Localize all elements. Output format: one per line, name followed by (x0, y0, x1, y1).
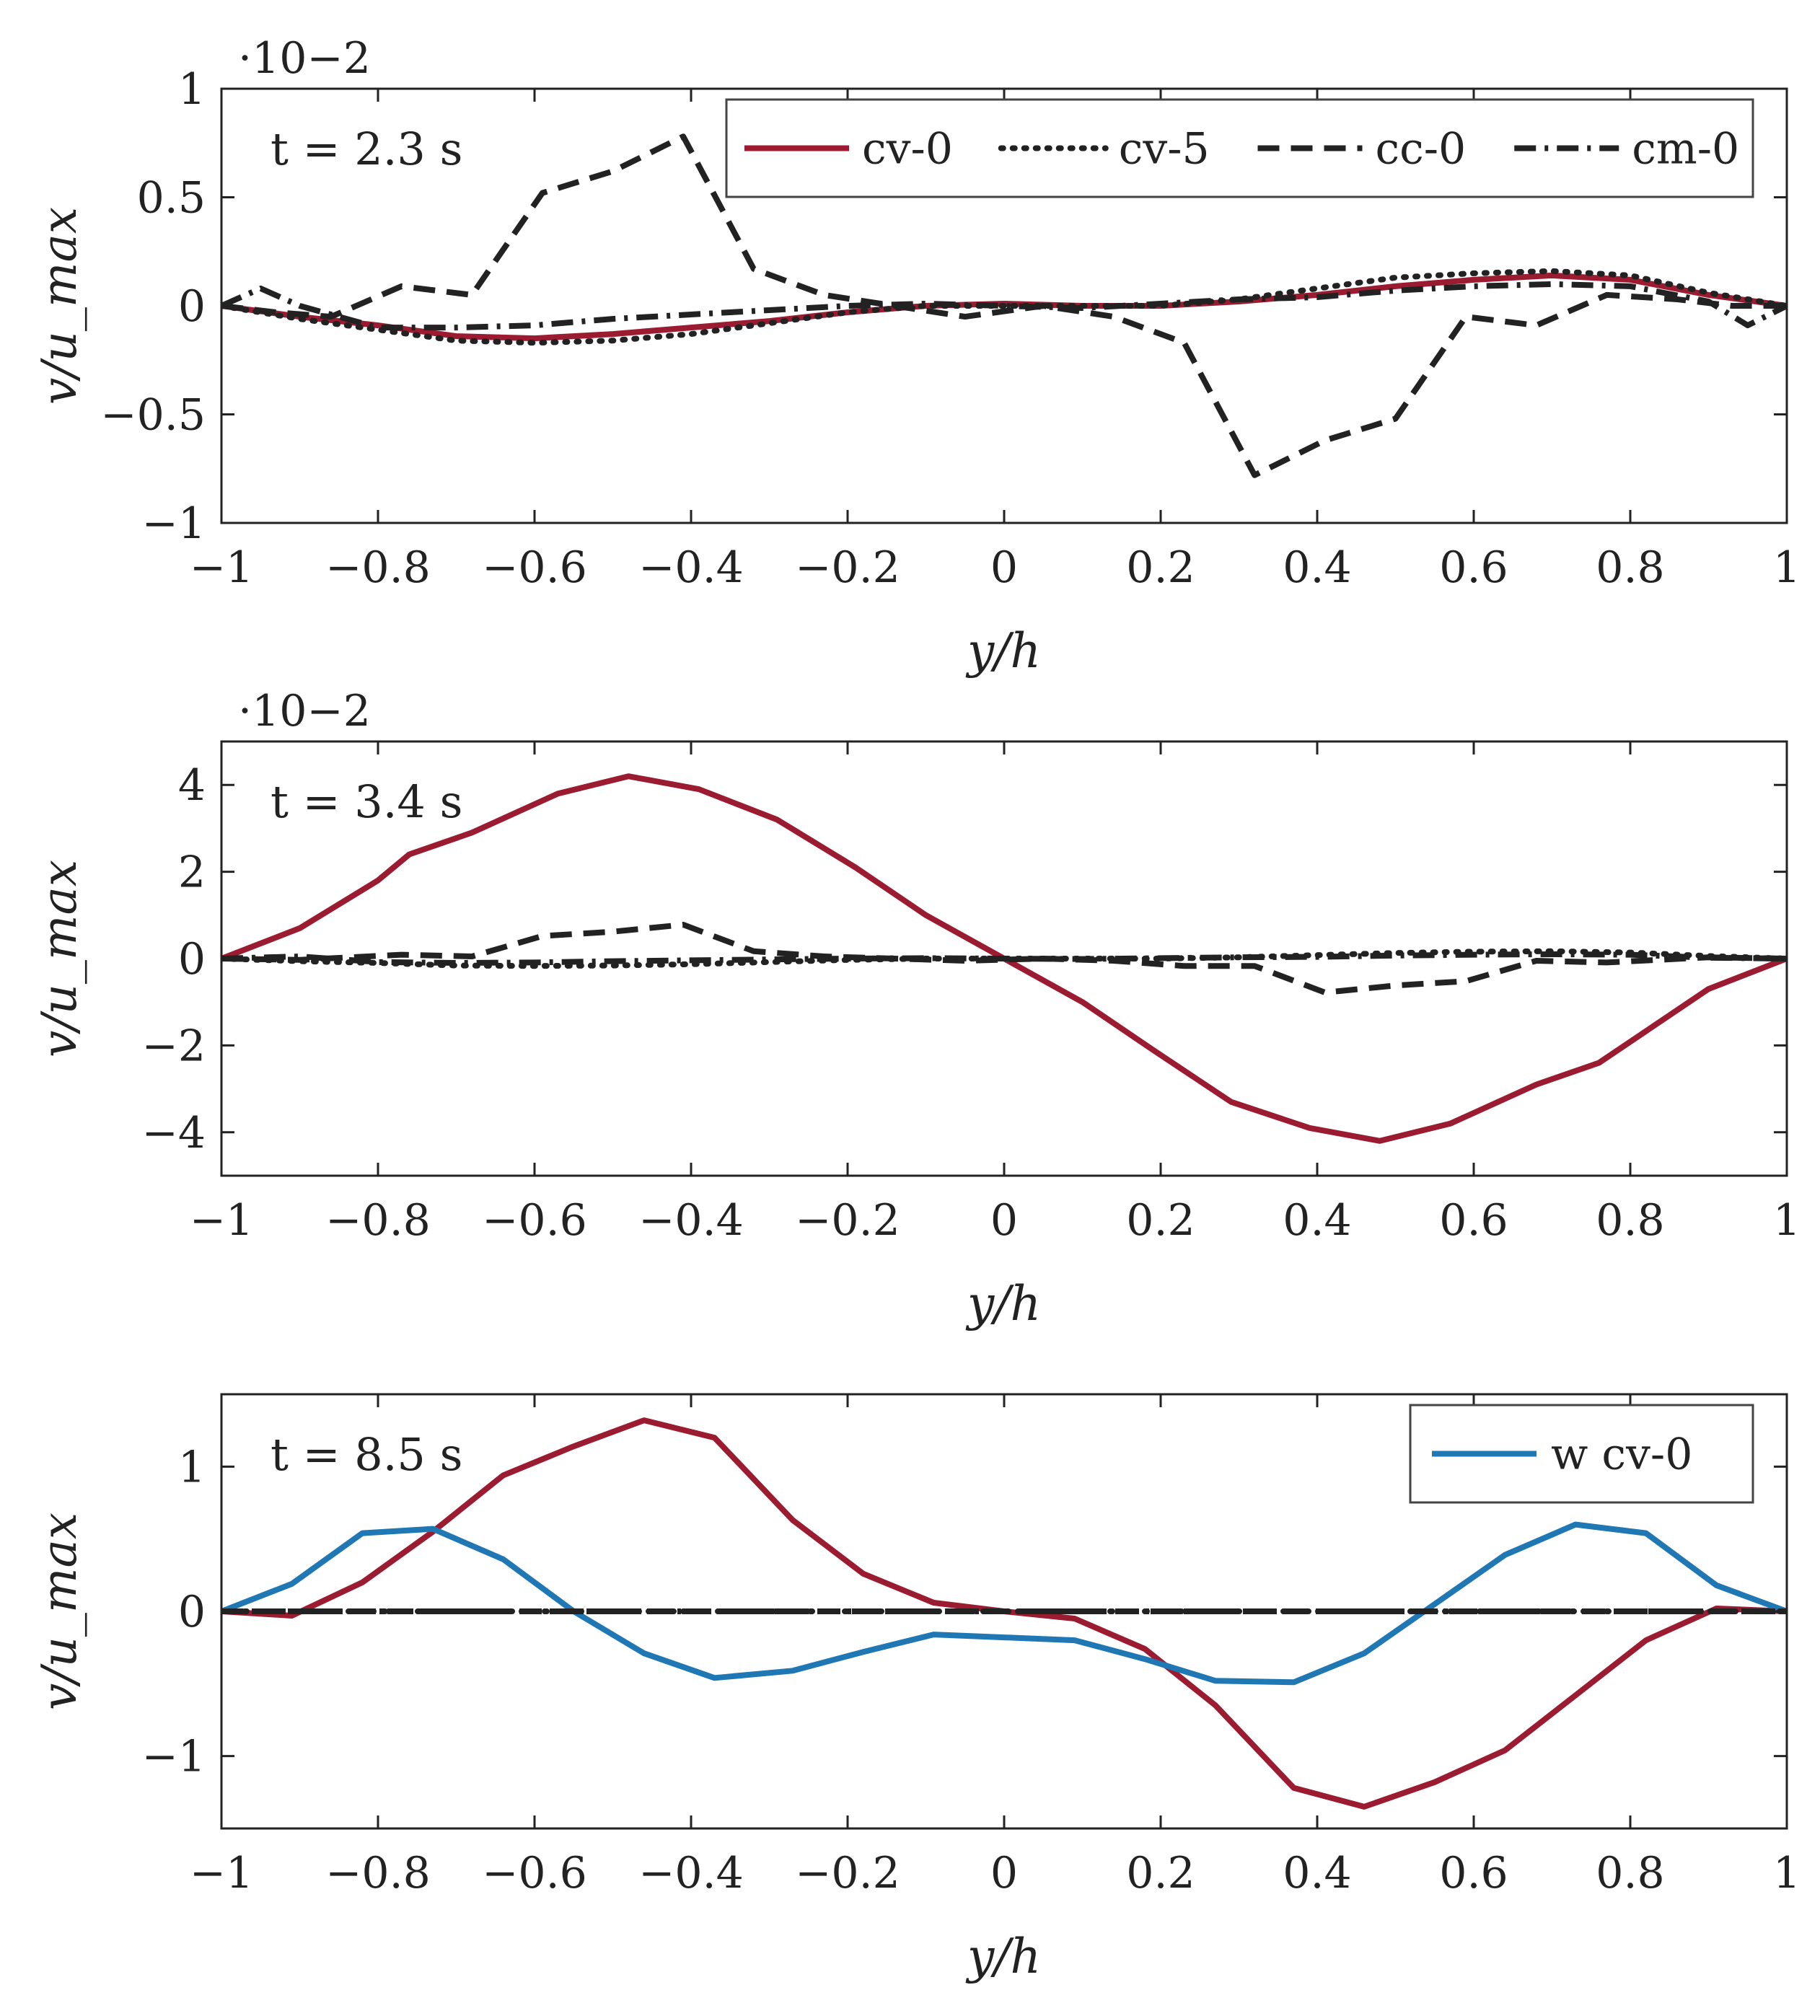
panel-t-3.4: −1 −0.8 −0.6 −0.4 −0.2 0 0.2 0.4 0.6 0.8 1 −4 −2 0 2 4 ·… (32, 686, 1801, 1331)
legend-label: cv-0 (862, 124, 953, 175)
x-tick-label: 0.8 (1596, 542, 1664, 593)
x-tick-label: −0.4 (638, 1195, 744, 1246)
panel-t-2.3: −1 −0.8 −0.6 −0.4 −0.2 0 0.2 0.4 0.6 0.8 1 −1 −0.5 0 0… (32, 33, 1801, 679)
x-tick-label: −0.6 (482, 1195, 587, 1246)
y-axis-label: v/u_max (32, 207, 87, 405)
y-tick-label: −2 (142, 1021, 206, 1071)
y-tick-label: 0 (178, 1587, 206, 1637)
y-tick-label: 1 (178, 1442, 206, 1492)
series-cm-0 (221, 281, 1787, 331)
series-group (221, 133, 1787, 478)
x-tick-label: 0.2 (1126, 542, 1195, 593)
time-annotation: t = 3.4 s (271, 775, 462, 828)
series-cc-0 (221, 133, 1787, 478)
x-tick-label: −0.2 (795, 542, 900, 593)
x-tick-label: 0.8 (1596, 1195, 1664, 1246)
legend: w cv-0 (1409, 1404, 1754, 1504)
x-axis-label: y/h (965, 1276, 1041, 1331)
y-tick-label: 2 (178, 848, 206, 898)
x-tick-label: 0.6 (1439, 1848, 1508, 1898)
x-tick-label: 1 (1773, 1195, 1801, 1246)
x-tick-label: 0.2 (1126, 1195, 1195, 1246)
series-w-cv-0 (221, 1521, 1787, 1686)
x-tick-label: −1 (190, 1848, 253, 1898)
y-tick-label: 1 (178, 64, 206, 115)
x-tick-label: −0.8 (325, 1848, 431, 1898)
x-tick-label: −0.6 (482, 542, 587, 593)
x-tick-label: −1 (190, 1195, 253, 1246)
y-tick-label: −1 (142, 1732, 206, 1782)
x-tick-label: 0.8 (1596, 1848, 1664, 1898)
x-tick-label: 0.4 (1283, 1195, 1351, 1246)
x-tick-label: 0.4 (1283, 542, 1351, 593)
series-group (221, 1417, 1787, 1810)
y-tick-label: 0 (178, 281, 206, 332)
x-tick-label: −0.6 (482, 1848, 587, 1898)
y-tick-label: 0.5 (137, 173, 206, 224)
y-axis-label: v/u_max (32, 860, 87, 1057)
time-annotation: t = 8.5 s (271, 1428, 462, 1481)
series-cv-5 (221, 268, 1787, 346)
x-axis-label: y/h (965, 623, 1041, 679)
legend-box (725, 98, 1754, 198)
y-axis-label: v/u_max (32, 1513, 87, 1710)
legend-label: cc-0 (1376, 124, 1467, 175)
x-tick-label: 0 (990, 1195, 1018, 1246)
legend: cv-0 cv-5 cc-0 cm-0 (725, 98, 1754, 198)
x-tick-label: 0.4 (1283, 1848, 1351, 1898)
x-tick-label: 0.2 (1126, 1848, 1195, 1898)
x-tick-label: −0.2 (795, 1848, 900, 1898)
y-tick-label: 0 (178, 934, 206, 985)
legend-label: cv-5 (1119, 124, 1210, 175)
y-tick-label: −0.5 (100, 390, 206, 441)
x-tick-label: 0 (990, 542, 1018, 593)
x-axis-label: y/h (965, 1929, 1041, 1984)
x-tick-label: 0.6 (1439, 542, 1508, 593)
series-cm-0 (221, 951, 1787, 966)
scale-label: ·10−2 (238, 686, 371, 736)
x-tick-label: 1 (1773, 542, 1801, 593)
series-cc-0 (221, 922, 1787, 995)
x-tick-label: −0.4 (638, 1848, 744, 1898)
x-tick-label: 1 (1773, 1848, 1801, 1898)
series-cv-0 (221, 773, 1787, 1144)
series-group (221, 773, 1787, 1144)
x-tick-label: −0.8 (325, 542, 431, 593)
x-tick-label: −0.4 (638, 542, 744, 593)
y-tick-label: −4 (142, 1108, 206, 1158)
x-tick-label: −1 (190, 542, 253, 593)
x-tick-label: −0.2 (795, 1195, 900, 1246)
panel-t-8.5: −1 −0.8 −0.6 −0.4 −0.2 0 0.2 0.4 0.6 0.8 1 −1 0 1 y/h v… (32, 1393, 1801, 1984)
x-tick-label: 0 (990, 1848, 1018, 1898)
scale-label: ·10−2 (238, 33, 371, 84)
x-tick-label: −0.8 (325, 1195, 431, 1246)
time-annotation: t = 2.3 s (271, 123, 462, 175)
y-tick-label: −1 (142, 498, 206, 549)
legend-label: cm-0 (1632, 124, 1739, 175)
legend-label: w cv-0 (1551, 1430, 1692, 1480)
x-tick-label: 0.6 (1439, 1195, 1508, 1246)
y-tick-label: 4 (178, 760, 206, 811)
